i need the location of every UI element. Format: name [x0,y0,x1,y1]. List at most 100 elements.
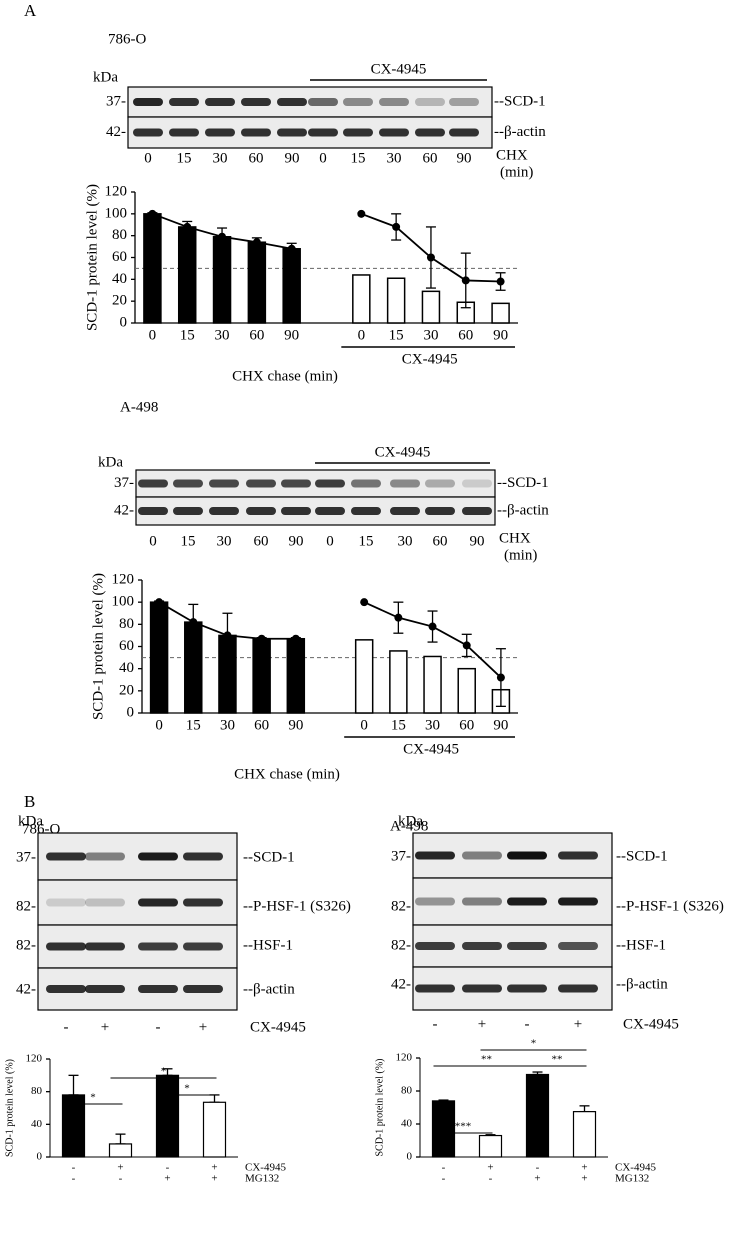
x-tick-label: 90 [284,327,299,343]
blot-band [415,128,445,137]
lane-label: 15 [181,533,196,549]
bar [352,274,371,324]
significance-label: ** [481,1054,492,1066]
lane-label: 60 [433,533,448,549]
condition-sign: - [119,1173,123,1185]
cell-line: A-498 [390,818,428,834]
blot-band [558,942,598,950]
blot-band [462,507,492,515]
x-tick-label: 0 [358,327,366,343]
blot-band [205,128,235,137]
blot-band [415,984,455,993]
blot-band [138,942,178,951]
lane-label: 30 [387,150,402,166]
x-tick-label: 60 [249,327,264,343]
blot-band [281,507,311,515]
y-axis-label: SCD-1 protein level (%) [374,1058,385,1156]
point [223,631,232,640]
lane-label: - [433,1016,438,1032]
blot-band [183,898,223,907]
y-axis-label: SCD-1 protein level (%) [90,573,106,720]
blot-band [209,507,239,515]
blot-band [507,942,547,950]
protein-label: --β-actin [616,976,668,992]
bar [491,302,510,324]
bar [421,290,441,324]
y-tick-label: 0 [37,1151,43,1163]
bar [478,1134,503,1158]
lane-label: - [156,1019,161,1035]
lane-axis-label: CHX [496,147,528,163]
x-tick-label: 30 [220,717,235,733]
point [252,238,261,247]
point [496,673,505,682]
point [183,222,192,231]
lane-label: - [64,1019,69,1035]
point [392,222,401,231]
y-tick-label: 120 [396,1052,413,1064]
y-tick-label: 40 [401,1118,413,1130]
protein-label: --SCD-1 [616,848,668,864]
blot-band [246,479,276,488]
size-marker: 42- [114,502,134,518]
blot-band [173,479,203,488]
blot-band [209,479,239,488]
lane-label: 15 [359,533,374,549]
protein-label: --HSF-1 [243,937,293,953]
x-tick-label: 30 [215,327,230,343]
point [462,641,471,650]
y-tick-label: 60 [119,638,134,654]
lane-label: 90 [470,533,485,549]
significance-label: *** [455,1121,472,1133]
bar [177,226,197,324]
blot-band [241,128,271,137]
y-tick-label: 80 [119,616,134,632]
x-tick-label: 0 [149,327,157,343]
condition-sign: + [164,1173,170,1185]
treatment-label: CX-4945 [375,444,431,460]
point [360,598,369,607]
x-tick-label: 15 [389,327,404,343]
protein-label: --P-HSF-1 (S326) [243,898,351,914]
x-tick-label: 90 [493,717,508,733]
lane-axis-label: (min) [500,164,533,180]
blot-band [46,852,86,861]
blot-band [277,98,307,106]
y-axis-label: SCD-1 protein level (%) [84,184,100,331]
bar [389,650,408,714]
condition-label: MG132 [615,1173,649,1185]
lane-label: + [574,1016,582,1032]
bar [212,236,232,324]
blot-band [425,507,455,515]
y-tick-label: 120 [112,571,135,587]
condition-sign: + [211,1162,217,1174]
x-tick-label: 0 [360,717,368,733]
bar [354,639,374,714]
significance-label: * [161,1066,167,1078]
protein-label: --β-actin [497,502,549,518]
cell-line: A-498 [120,399,158,415]
lane-label: 0 [319,150,327,166]
x-tick-label: 15 [180,327,195,343]
blot-band [507,984,547,993]
unit-label: kDa [98,454,123,470]
significance-label: ** [552,1054,563,1066]
condition-sign: - [166,1162,170,1174]
lane-axis-label: (min) [504,547,537,563]
bar [108,1143,133,1158]
blot-band [390,507,420,515]
lane-label: 15 [177,150,192,166]
blot-band [85,985,125,993]
point [461,276,470,285]
blot-band [138,507,168,515]
blot-band [169,128,199,137]
lane-label: 30 [217,533,232,549]
condition-sign: + [581,1173,587,1185]
condition-sign: - [536,1162,540,1174]
protein-label: --β-actin [243,981,295,997]
x-tick-label: 30 [425,717,440,733]
y-tick-label: 0 [120,314,128,330]
lane-label: 0 [144,150,152,166]
lane-label: 0 [149,533,157,549]
blot-band [462,942,502,950]
